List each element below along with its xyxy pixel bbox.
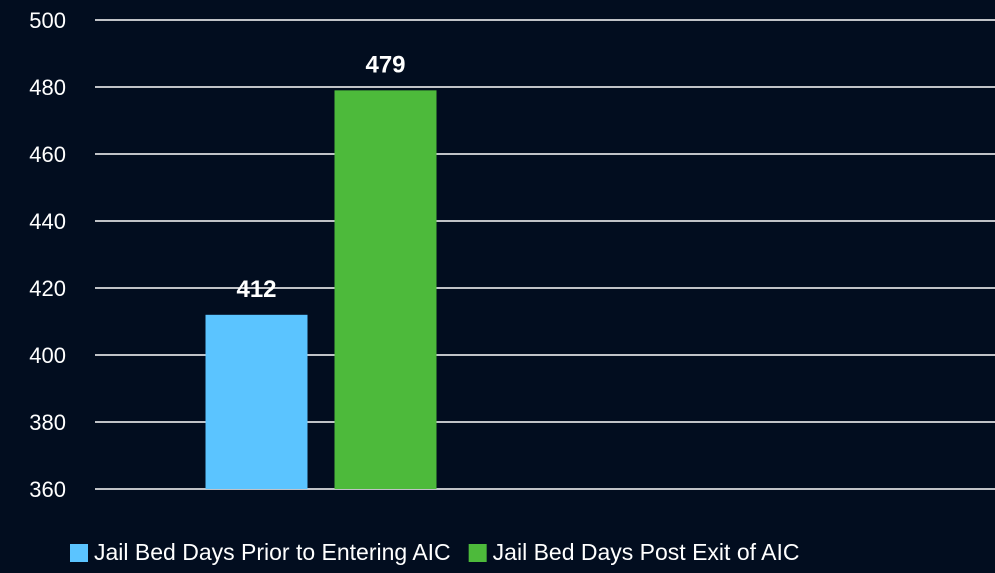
y-tick-label: 460	[29, 142, 66, 167]
y-tick-label: 400	[29, 343, 66, 368]
legend-label: Jail Bed Days Post Exit of AIC	[493, 539, 800, 565]
legend-label: Jail Bed Days Prior to Entering AIC	[94, 539, 451, 565]
y-tick-label: 500	[29, 8, 66, 33]
legend-swatch	[468, 544, 487, 562]
bar	[334, 90, 437, 489]
bar	[205, 314, 308, 489]
y-tick-label: 360	[29, 477, 66, 502]
y-tick-label: 440	[29, 209, 66, 234]
value-label: 479	[365, 52, 405, 79]
y-tick-label: 480	[29, 75, 66, 100]
legend-swatch	[70, 544, 88, 562]
y-tick-label: 380	[29, 410, 66, 435]
y-tick-label: 420	[29, 276, 66, 301]
value-label: 412	[236, 276, 276, 303]
